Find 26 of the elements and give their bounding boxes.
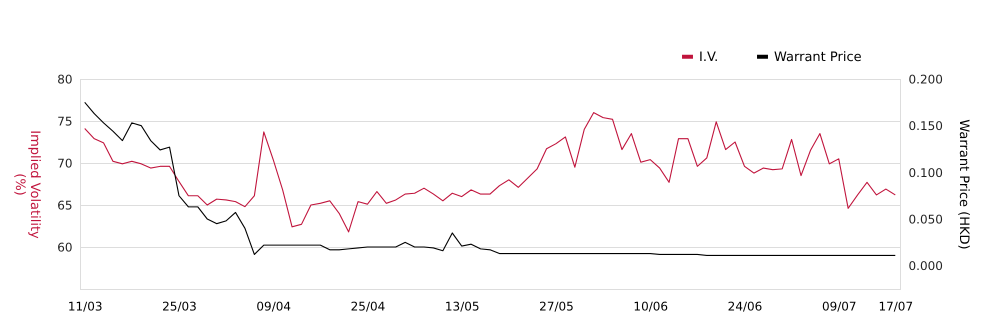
y-tick-label: 75: [57, 114, 72, 128]
line-series: [84, 112, 896, 232]
x-tick-label: 10/06: [633, 300, 668, 314]
x-tick-label: 13/05: [444, 300, 480, 314]
y2-tick-label: 0.150: [908, 119, 943, 134]
legend-label: I.V.: [699, 50, 718, 65]
y-tick-label: 80: [57, 72, 72, 86]
y-tick-label: 70: [57, 156, 72, 170]
y-axis-title: Implied Volatility (%): [12, 130, 42, 240]
y2-tick-label: 0.000: [908, 259, 943, 274]
x-tick-label: 24/06: [728, 300, 762, 314]
x-tick-label: 11/03: [68, 300, 103, 314]
y-tick-label: 60: [57, 240, 72, 254]
legend-label: Warrant Price: [774, 50, 862, 65]
x-tick-label: 25/04: [350, 300, 386, 314]
y2-tick-label: 0.100: [908, 166, 943, 180]
y2-axis-title: Warrant Price (HKD): [956, 119, 971, 250]
line-series: [84, 102, 896, 256]
x-tick-label: 27/05: [539, 300, 574, 314]
y-tick-label: 65: [57, 198, 72, 212]
y2-tick-label: 0.050: [908, 212, 943, 226]
x-tick-label: 25/03: [162, 300, 197, 314]
x-tick-label: 09/07: [822, 300, 857, 314]
x-tick-label: 09/04: [256, 300, 292, 314]
x-tick-label: 17/07: [878, 300, 914, 314]
y2-tick-label: 0.200: [908, 72, 943, 86]
